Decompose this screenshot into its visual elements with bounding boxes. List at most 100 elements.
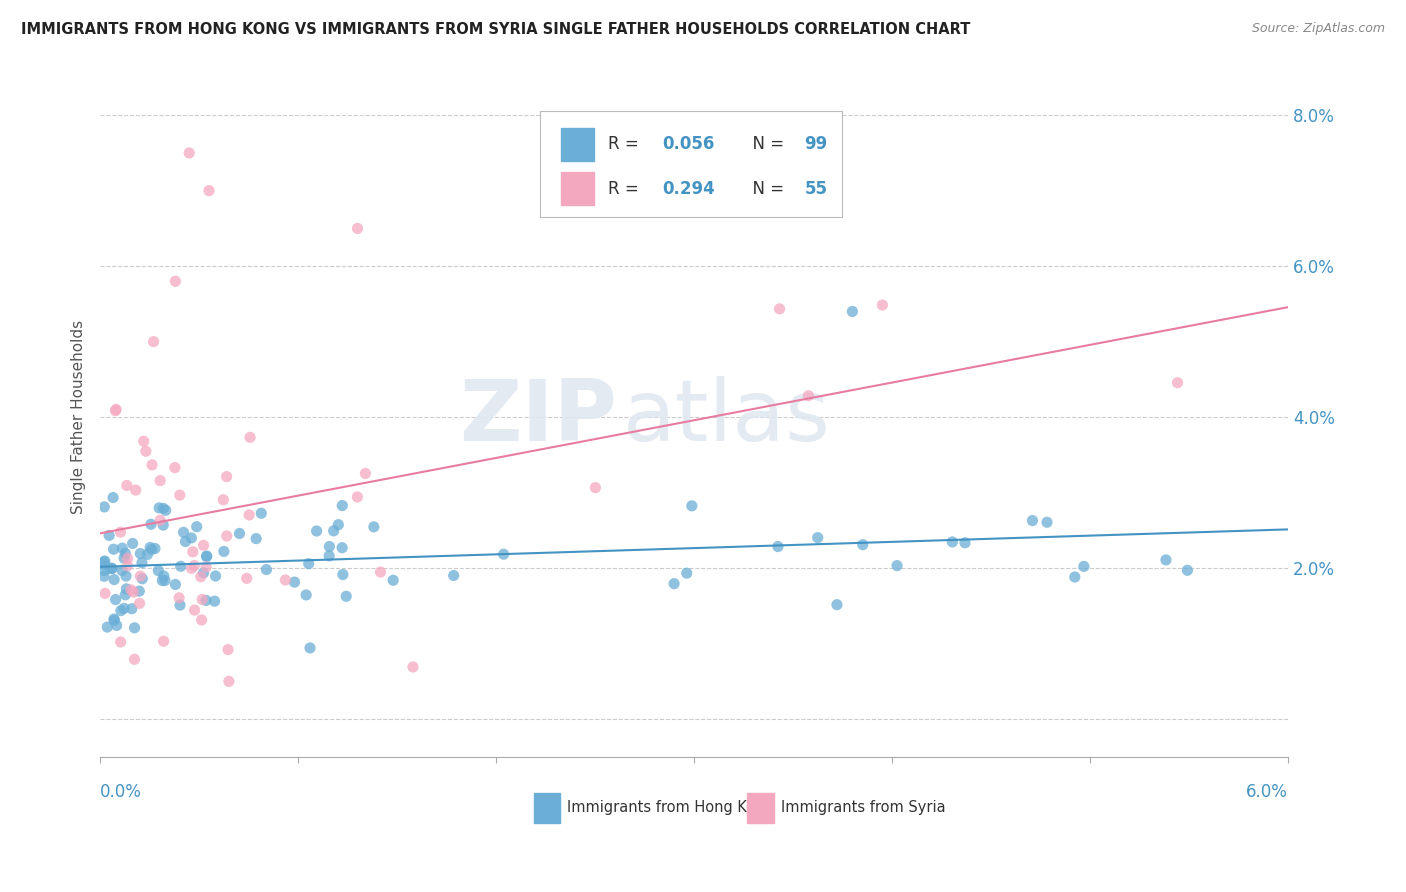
Point [114, 546, 136, 560]
Point [681, 499, 703, 513]
Point [245, 532, 267, 546]
Point [212, 544, 235, 558]
Point [305, 524, 328, 538]
Point [186, 519, 208, 533]
Point [299, 640, 322, 655]
Point [93, 555, 115, 569]
Point [117, 551, 139, 566]
Point [335, 589, 357, 603]
Point [105, 402, 128, 417]
Point [295, 588, 318, 602]
Point [101, 561, 124, 575]
Point [941, 535, 963, 549]
Point [129, 547, 152, 561]
Point [766, 540, 789, 554]
Point [346, 221, 368, 235]
Text: N =: N = [741, 136, 789, 153]
Text: ZIP: ZIP [458, 376, 617, 458]
Point [153, 574, 176, 588]
Point [136, 548, 159, 562]
Point [204, 594, 226, 608]
Point [228, 526, 250, 541]
Text: Immigrants from Hong Kong: Immigrants from Hong Kong [567, 800, 773, 815]
Point [131, 556, 153, 570]
Point [191, 592, 214, 607]
Point [662, 576, 685, 591]
Point [149, 474, 172, 488]
Point [1021, 514, 1043, 528]
Point [215, 529, 238, 543]
Point [180, 561, 202, 575]
Text: 55: 55 [804, 179, 828, 198]
Point [121, 601, 143, 615]
Point [180, 531, 202, 545]
Point [170, 559, 193, 574]
Point [370, 565, 392, 579]
Point [124, 621, 146, 635]
Point [148, 500, 170, 515]
Point [96, 620, 118, 634]
Point [139, 541, 162, 555]
Text: Source: ZipAtlas.com: Source: ZipAtlas.com [1251, 22, 1385, 36]
Point [124, 652, 146, 666]
Point [115, 569, 138, 583]
Point [163, 460, 186, 475]
Text: IMMIGRANTS FROM HONG KONG VS IMMIGRANTS FROM SYRIA SINGLE FATHER HOUSEHOLDS CORR: IMMIGRANTS FROM HONG KONG VS IMMIGRANTS … [21, 22, 970, 37]
Point [298, 557, 321, 571]
Point [193, 566, 215, 580]
Point [768, 301, 790, 316]
Point [797, 389, 820, 403]
Point [114, 588, 136, 602]
Point [675, 566, 697, 581]
Bar [748, 793, 773, 822]
Point [443, 568, 465, 582]
Point [218, 674, 240, 689]
Point [195, 559, 218, 574]
Point [354, 467, 377, 481]
Point [110, 525, 132, 540]
Point [128, 584, 150, 599]
Point [328, 517, 350, 532]
Point [93, 569, 115, 583]
Point [152, 501, 174, 516]
Point [195, 593, 218, 607]
Point [139, 517, 162, 532]
Bar [561, 172, 595, 205]
Point [583, 481, 606, 495]
Point [142, 334, 165, 349]
Point [852, 538, 875, 552]
Bar [561, 128, 595, 161]
Point [169, 488, 191, 502]
Point [322, 524, 344, 538]
Point [274, 573, 297, 587]
Y-axis label: Single Father Households: Single Father Households [72, 320, 86, 514]
Text: R =: R = [609, 179, 644, 198]
Point [886, 558, 908, 573]
Text: 0.056: 0.056 [662, 136, 714, 153]
Point [1036, 515, 1059, 529]
Point [143, 541, 166, 556]
Point [94, 586, 117, 600]
Point [112, 601, 135, 615]
Point [110, 635, 132, 649]
Point [174, 534, 197, 549]
Point [492, 547, 515, 561]
Point [238, 508, 260, 522]
Point [100, 561, 122, 575]
Point [1154, 553, 1177, 567]
Point [318, 540, 340, 554]
Bar [534, 793, 560, 822]
Point [152, 518, 174, 533]
Point [104, 403, 127, 417]
Point [128, 596, 150, 610]
Point [121, 536, 143, 550]
Point [111, 541, 134, 555]
Point [256, 562, 278, 576]
Point [135, 444, 157, 458]
Point [204, 569, 226, 583]
Point [141, 542, 163, 557]
Point [190, 613, 212, 627]
Point [872, 298, 894, 312]
Point [120, 582, 142, 597]
Point [195, 549, 218, 563]
